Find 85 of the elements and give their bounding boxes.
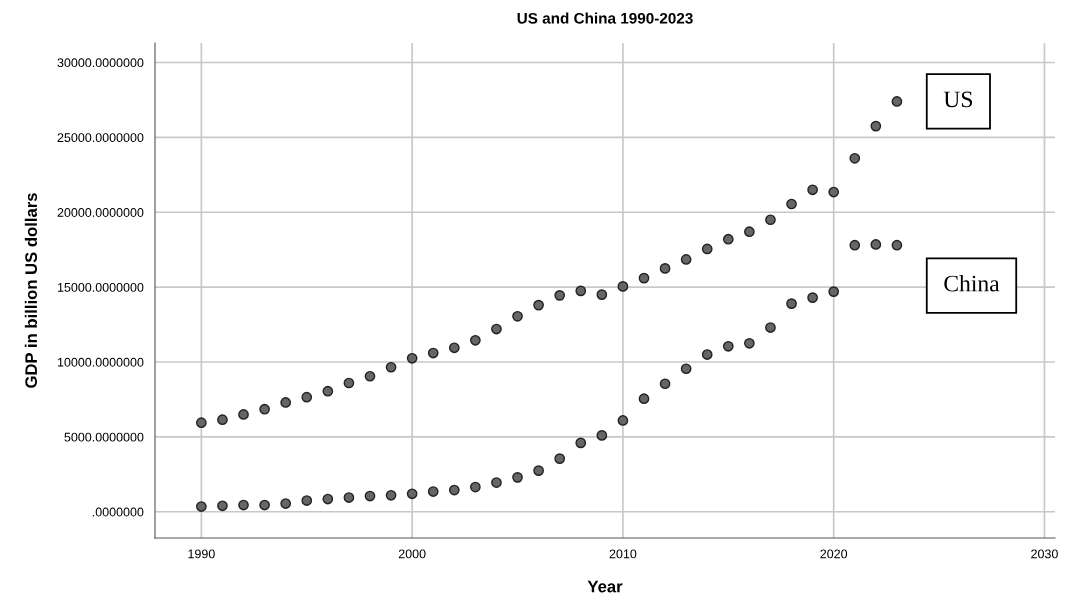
point: [659, 263, 671, 274]
point: [427, 347, 439, 359]
x-axis-title: Year: [587, 580, 623, 593]
point: [849, 152, 861, 164]
point: [406, 352, 418, 364]
point: [722, 340, 734, 352]
x-tick-label: 2000: [398, 549, 426, 559]
point: [406, 488, 418, 500]
point: [385, 361, 397, 373]
point: [448, 342, 460, 354]
point: [744, 337, 755, 349]
point: [259, 403, 270, 415]
point: [364, 490, 376, 502]
point: [491, 323, 502, 335]
point: [701, 349, 713, 360]
y-tick-label: 5000.0000000: [64, 432, 144, 442]
point: [722, 233, 734, 245]
x-tick-label: 2020: [820, 549, 848, 559]
point: [301, 495, 313, 506]
point: [280, 397, 292, 408]
y-tick-label: 30000.0000000: [57, 58, 144, 68]
series-label: US: [943, 91, 973, 108]
point: [533, 299, 544, 311]
point: [786, 298, 797, 309]
chart-title: US and China 1990-2023: [517, 12, 693, 24]
point: [617, 415, 629, 426]
point: [259, 499, 270, 511]
point: [870, 120, 882, 132]
point: [617, 281, 629, 292]
point: [512, 310, 523, 322]
point: [828, 186, 840, 198]
point: [533, 465, 544, 476]
point: [849, 239, 861, 251]
point: [238, 409, 249, 420]
point: [554, 290, 566, 301]
point: [491, 477, 502, 488]
point: [575, 285, 587, 297]
point: [659, 378, 671, 390]
point: [596, 289, 608, 300]
y-tick-label: .0000000: [92, 507, 144, 517]
x-tick-label: 1990: [188, 549, 215, 559]
point: [807, 184, 818, 196]
point: [786, 198, 797, 210]
point: [217, 500, 228, 512]
point: [470, 481, 481, 493]
y-tick-label: 10000.0000000: [57, 357, 144, 367]
point: [196, 417, 207, 429]
point: [765, 214, 776, 226]
point: [638, 272, 650, 284]
point: [427, 486, 439, 497]
y-tick-label: 15000.0000000: [57, 282, 144, 292]
point: [512, 471, 523, 483]
point: [470, 334, 481, 346]
x-tick-label: 2010: [609, 549, 637, 559]
point: [196, 501, 207, 512]
point: [364, 370, 376, 382]
point: [554, 453, 566, 464]
point: [638, 393, 650, 405]
point: [701, 243, 713, 255]
point: [807, 292, 818, 303]
y-tick-label: 25000.0000000: [57, 133, 144, 143]
point: [744, 226, 755, 238]
point: [448, 484, 460, 496]
point: [891, 96, 903, 107]
y-axis-title: GDP in billion US dollars: [24, 193, 38, 388]
point: [322, 385, 334, 397]
point: [217, 414, 228, 426]
point: [575, 437, 587, 449]
point: [238, 499, 249, 511]
point: [891, 239, 903, 251]
point: [680, 363, 692, 375]
point: [385, 489, 397, 501]
point: [280, 498, 292, 509]
point: [870, 239, 882, 250]
y-tick-label: 20000.0000000: [57, 208, 144, 217]
point: [680, 254, 692, 265]
x-tick-label: 2030: [1031, 549, 1058, 559]
point: [343, 492, 355, 503]
text: China: [944, 274, 1000, 292]
point: [301, 391, 313, 403]
point: [322, 493, 334, 505]
point: [765, 322, 776, 333]
point: [596, 430, 608, 441]
point: [343, 377, 355, 389]
point: [828, 286, 840, 297]
